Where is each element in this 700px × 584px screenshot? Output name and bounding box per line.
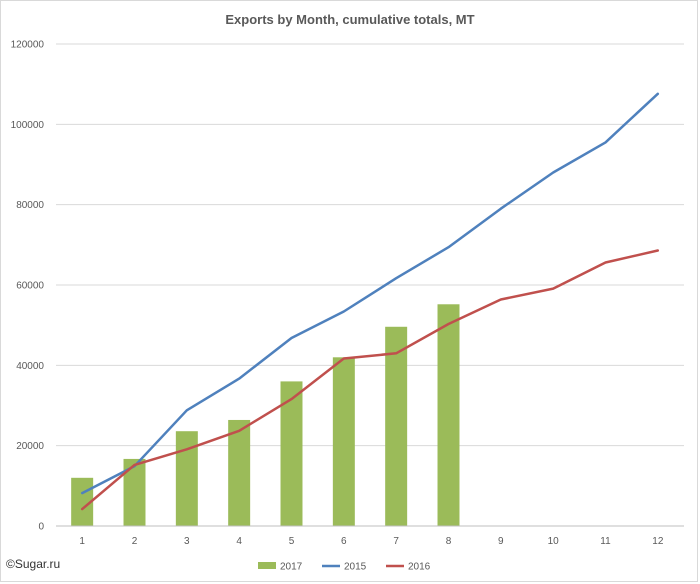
x-tick-label: 2	[132, 536, 138, 547]
bar-series	[71, 304, 460, 526]
bar-2017	[228, 419, 251, 526]
x-tick-label: 9	[498, 536, 504, 547]
bar-2017	[437, 304, 460, 526]
source-credit: ©Sugar.ru	[6, 557, 61, 571]
y-tick-label: 80000	[16, 200, 44, 211]
x-tick-label: 8	[446, 536, 452, 547]
legend-label-2017: 2017	[280, 562, 303, 573]
x-tick-label: 7	[393, 536, 399, 547]
legend: 2017 2015 2016	[258, 562, 431, 573]
y-tick-label: 100000	[11, 120, 45, 131]
line-2016	[80, 249, 660, 511]
y-tick-label: 60000	[16, 281, 44, 292]
legend-label-2015: 2015	[344, 562, 367, 573]
x-tick-label: 5	[289, 536, 295, 547]
x-tick-label: 10	[548, 536, 560, 547]
line-series	[80, 92, 660, 511]
x-tick-label: 4	[236, 536, 242, 547]
legend-label-2016: 2016	[408, 562, 431, 573]
y-tick-label: 40000	[16, 361, 44, 372]
bar-2017	[123, 458, 146, 526]
y-tick-label: 0	[38, 522, 44, 533]
y-tick-label: 120000	[11, 40, 45, 51]
bar-2017	[280, 381, 303, 526]
bar-2017	[175, 431, 198, 526]
y-tick-label: 20000	[16, 441, 44, 452]
bar-2017	[332, 357, 355, 526]
line-2015	[80, 92, 660, 495]
gridlines	[56, 43, 684, 447]
x-tick-label: 11	[600, 536, 611, 547]
bar-2017	[385, 326, 408, 526]
x-tick-label: 12	[652, 536, 664, 547]
legend-swatch-2017	[258, 562, 276, 569]
x-tick-label: 3	[184, 536, 190, 547]
x-tick-label: 6	[341, 536, 347, 547]
x-tick-label: 1	[79, 536, 85, 547]
chart-title: Exports by Month, cumulative totals, MT	[225, 12, 474, 27]
